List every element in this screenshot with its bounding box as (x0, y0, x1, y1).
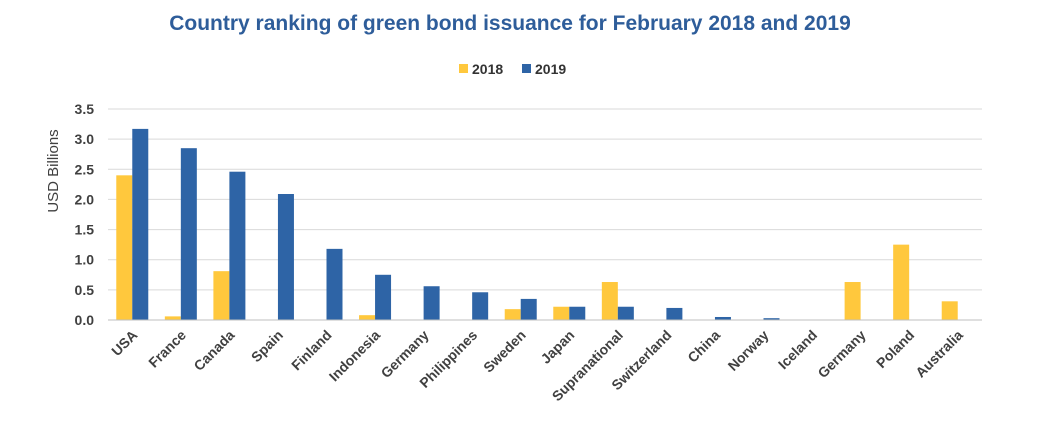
y-axis-label: USD Billions (45, 129, 62, 212)
legend-label: 2019 (535, 61, 566, 77)
legend: 2018 2019 (459, 61, 566, 77)
bar-2019-sweden (520, 298, 537, 320)
legend-swatch (459, 64, 468, 73)
bar-2018-supranational (601, 282, 618, 320)
bar-2019-supranational (617, 306, 634, 320)
bar-2019-finland (326, 248, 343, 320)
y-tick-label: 2.5 (75, 161, 95, 177)
bar-2019-usa (132, 128, 149, 320)
x-tick-label: Indonesia (326, 327, 384, 385)
x-tick-label: Norway (725, 327, 772, 374)
y-axis-ticks: 0.0 0.5 1.0 1.5 2.0 2.5 3.0 3.5 (75, 101, 95, 328)
bar-2019-germany (423, 286, 440, 320)
y-tick-label: 0.0 (75, 312, 95, 328)
bar-2018-france (164, 316, 181, 320)
bar-2019-norway (763, 318, 780, 320)
bar-2019-switzerland (666, 307, 683, 320)
x-tick-label: Germany (814, 327, 868, 381)
bar-2018-canada (213, 271, 230, 320)
bar-2019-canada (229, 171, 246, 320)
x-tick-label: Sweden (480, 327, 529, 376)
bar-2018-sweden (504, 309, 521, 320)
bar-2019-indonesia (375, 274, 392, 320)
bar-2018-indonesia (359, 315, 376, 320)
y-tick-label: 3.0 (75, 131, 95, 147)
y-tick-label: 3.5 (75, 101, 95, 117)
x-tick-label: Australia (912, 327, 966, 381)
y-tick-label: 2.0 (75, 191, 95, 207)
x-tick-label: Finland (288, 327, 335, 374)
x-tick-label: France (145, 327, 189, 371)
bars (116, 128, 958, 320)
bar-2018-japan (553, 306, 570, 320)
legend-label: 2018 (472, 61, 503, 77)
bar-2019-spain (277, 194, 294, 320)
bar-2018-usa (116, 175, 133, 320)
legend-swatch (522, 64, 531, 73)
x-tick-label: Japan (537, 327, 577, 367)
bar-2019-china (714, 316, 731, 320)
x-tick-label: Canada (190, 327, 237, 374)
x-tick-label: Poland (873, 327, 917, 371)
gridlines (108, 108, 982, 291)
y-tick-label: 0.5 (75, 282, 95, 298)
legend-item-2019: 2019 (522, 61, 566, 77)
y-tick-label: 1.5 (75, 222, 95, 238)
chart-title: Country ranking of green bond issuance f… (169, 12, 851, 35)
bar-2019-france (180, 148, 197, 320)
legend-item-2018: 2018 (459, 61, 503, 77)
y-tick-label: 1.0 (75, 252, 95, 268)
bar-2018-australia (941, 301, 958, 320)
x-tick-label: China (684, 327, 723, 366)
bar-2019-japan (569, 306, 586, 320)
x-tick-label: Iceland (775, 327, 820, 372)
bar-2019-philippines (472, 292, 489, 320)
x-tick-label: USA (108, 327, 140, 359)
x-tick-label: Spain (248, 327, 286, 365)
bar-2018-poland (893, 244, 910, 320)
bar-2018-germany (844, 282, 861, 320)
